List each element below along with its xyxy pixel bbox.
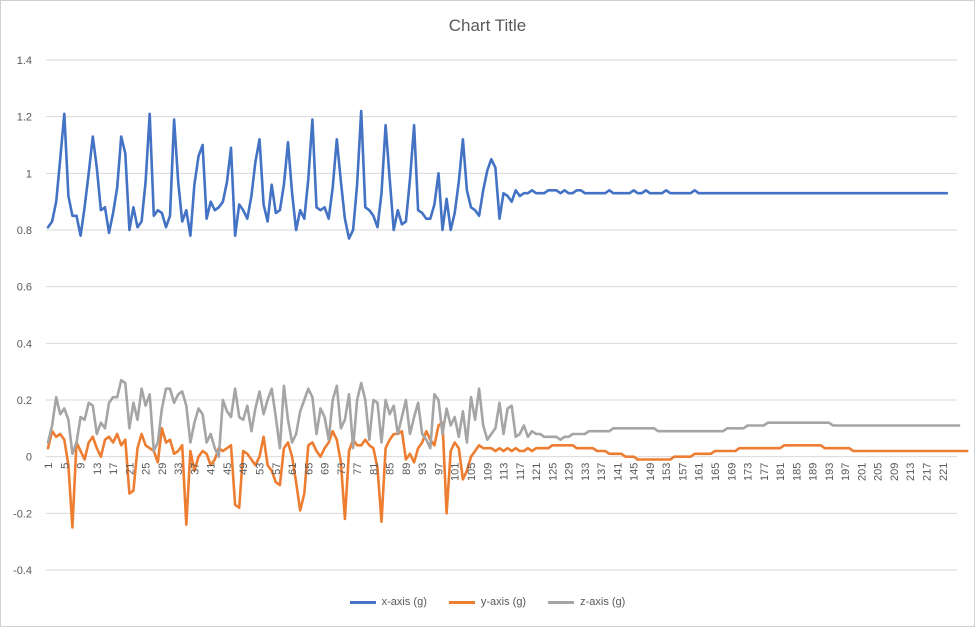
x-tick-label: 213: [905, 463, 917, 481]
x-tick-label: 69: [320, 463, 332, 475]
x-tick-label: 201: [856, 463, 868, 481]
x-tick-label: 13: [92, 463, 104, 475]
x-tick-label: 129: [564, 463, 576, 481]
chart-title: Chart Title: [448, 16, 527, 35]
x-tick-label: 49: [238, 463, 250, 475]
legend-swatch-y-axis: [448, 600, 475, 604]
legend-swatch-z-axis: [548, 600, 575, 604]
x-tick-label: 5: [59, 463, 71, 469]
x-tick-label: 181: [775, 463, 787, 481]
x-tick-label: 1: [43, 463, 55, 469]
series-line-x-axis: [46, 109, 949, 240]
x-tick-label: 77: [352, 463, 364, 475]
x-tick-label: 185: [791, 463, 803, 481]
x-tick-label: 109: [482, 463, 494, 481]
x-tick-label: 133: [580, 463, 592, 481]
x-tick-label: 33: [173, 463, 185, 475]
x-tick-label: 153: [661, 463, 673, 481]
x-tick-label: 65: [303, 463, 315, 475]
y-tick-label: 1.2: [17, 112, 32, 124]
x-tick-label: 21: [124, 463, 136, 475]
y-tick-label: 0: [26, 452, 32, 464]
x-tick-label: 73: [336, 463, 348, 475]
x-tick-label: 61: [287, 463, 299, 475]
x-tick-label: 145: [629, 463, 641, 481]
x-tick-label: 173: [743, 463, 755, 481]
x-tick-label: 161: [694, 463, 706, 481]
x-tick-label: 113: [499, 463, 511, 481]
x-tick-label: 189: [808, 463, 820, 481]
x-tick-label: 117: [515, 463, 527, 481]
legend-item-y-axis: y-axis (g): [448, 596, 527, 608]
x-tick-label: 105: [466, 463, 478, 481]
y-tick-label: -0.4: [13, 565, 32, 577]
legend-item-x-axis: x-axis (g): [349, 596, 427, 608]
x-tick-label: 29: [157, 463, 169, 475]
x-tick-label: 205: [873, 463, 885, 481]
x-tick-label: 17: [108, 463, 120, 475]
x-tick-label: 209: [889, 463, 901, 481]
x-tick-label: 81: [368, 463, 380, 475]
legend-swatch-x-axis: [349, 600, 376, 604]
x-tick-label: 125: [547, 463, 559, 481]
x-tick-label: 89: [401, 463, 413, 475]
y-tick-label: 0.6: [17, 282, 32, 294]
x-tick-label: 85: [385, 463, 397, 475]
x-tick-label: 9: [76, 463, 88, 469]
x-tick-label: 177: [759, 463, 771, 481]
y-tick-label: 0.2: [17, 395, 32, 407]
y-tick-label: 1: [26, 168, 32, 180]
x-tick-label: 93: [417, 463, 429, 475]
x-tick-label: 41: [206, 463, 218, 475]
x-tick-label: 141: [612, 463, 624, 481]
x-tick-label: 25: [141, 463, 153, 475]
x-tick-label: 37: [189, 463, 201, 475]
x-tick-label: 57: [271, 463, 283, 475]
x-tick-label: 137: [596, 463, 608, 481]
x-tick-label: 221: [938, 463, 950, 481]
x-tick-label: 149: [645, 463, 657, 481]
x-tick-label: 101: [450, 463, 462, 481]
legend: x-axis (g) y-axis (g) z-axis (g): [0, 596, 975, 608]
y-tick-label: -0.2: [13, 508, 32, 520]
y-tick-label: 0.8: [17, 225, 32, 237]
x-tick-label: 193: [824, 463, 836, 481]
legend-label-x-axis: x-axis (g): [381, 596, 427, 608]
y-tick-label: 1.4: [17, 55, 32, 67]
x-tick-label: 45: [222, 463, 234, 475]
series-line-z-axis: [46, 378, 961, 459]
y-tick-label: 0.4: [17, 338, 32, 350]
x-tick-label: 169: [726, 463, 738, 481]
x-tick-label: 197: [840, 463, 852, 481]
x-tick-label: 121: [531, 463, 543, 481]
series-line-y-axis: [46, 421, 969, 529]
x-tick-label: 217: [922, 463, 934, 481]
legend-label-y-axis: y-axis (g): [480, 596, 527, 608]
legend-item-z-axis: z-axis (g): [548, 596, 625, 608]
x-tick-label: 157: [678, 463, 690, 481]
legend-label-z-axis: z-axis (g): [580, 596, 626, 608]
x-tick-label: 53: [255, 463, 267, 475]
x-tick-label: 97: [434, 463, 446, 475]
x-tick-label: 165: [710, 463, 722, 481]
